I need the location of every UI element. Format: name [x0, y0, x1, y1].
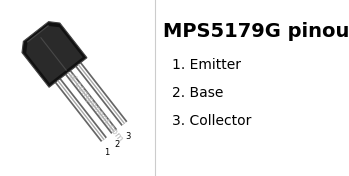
- Text: 3: 3: [125, 131, 130, 140]
- Text: 1: 1: [104, 147, 110, 156]
- Text: 2: 2: [114, 140, 120, 149]
- Polygon shape: [26, 26, 83, 83]
- Text: MPS5179G pinout: MPS5179G pinout: [163, 22, 349, 41]
- Text: 2. Base: 2. Base: [172, 86, 223, 100]
- Polygon shape: [22, 22, 87, 87]
- Text: el-component.com: el-component.com: [65, 72, 125, 144]
- Text: 3. Collector: 3. Collector: [172, 114, 251, 128]
- Text: 1. Emitter: 1. Emitter: [172, 58, 241, 72]
